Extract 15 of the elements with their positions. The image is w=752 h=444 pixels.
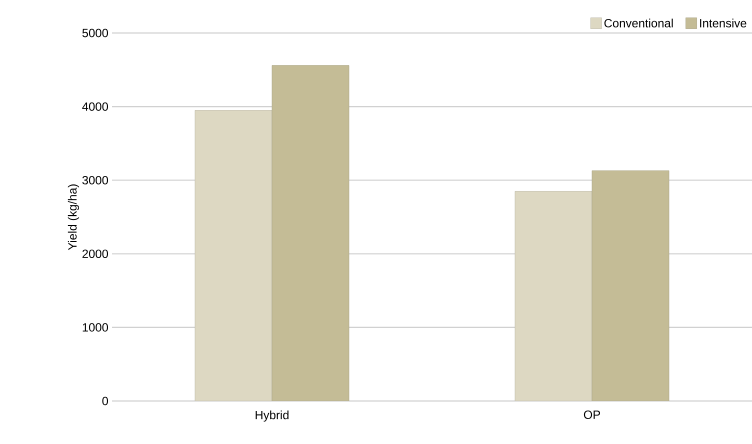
legend-label: Intensive xyxy=(700,18,746,28)
y-tick-label: 5000 xyxy=(82,28,108,38)
x-tick-label: Hybrid xyxy=(256,410,288,422)
y-axis-title: Yield (kg/ha) xyxy=(68,184,80,250)
bar xyxy=(194,110,272,401)
bar xyxy=(272,65,350,401)
y-tick-label: 0 xyxy=(102,396,108,406)
legend-label: Conventional xyxy=(604,18,673,28)
y-tick-label: 3000 xyxy=(82,176,108,184)
bar xyxy=(514,191,592,401)
x-tick-label: OP xyxy=(584,410,600,419)
bar xyxy=(592,170,670,401)
y-tick-label: 2000 xyxy=(82,250,108,258)
y-tick-label: 4000 xyxy=(82,102,108,111)
y-tick-label: 1000 xyxy=(82,323,108,332)
